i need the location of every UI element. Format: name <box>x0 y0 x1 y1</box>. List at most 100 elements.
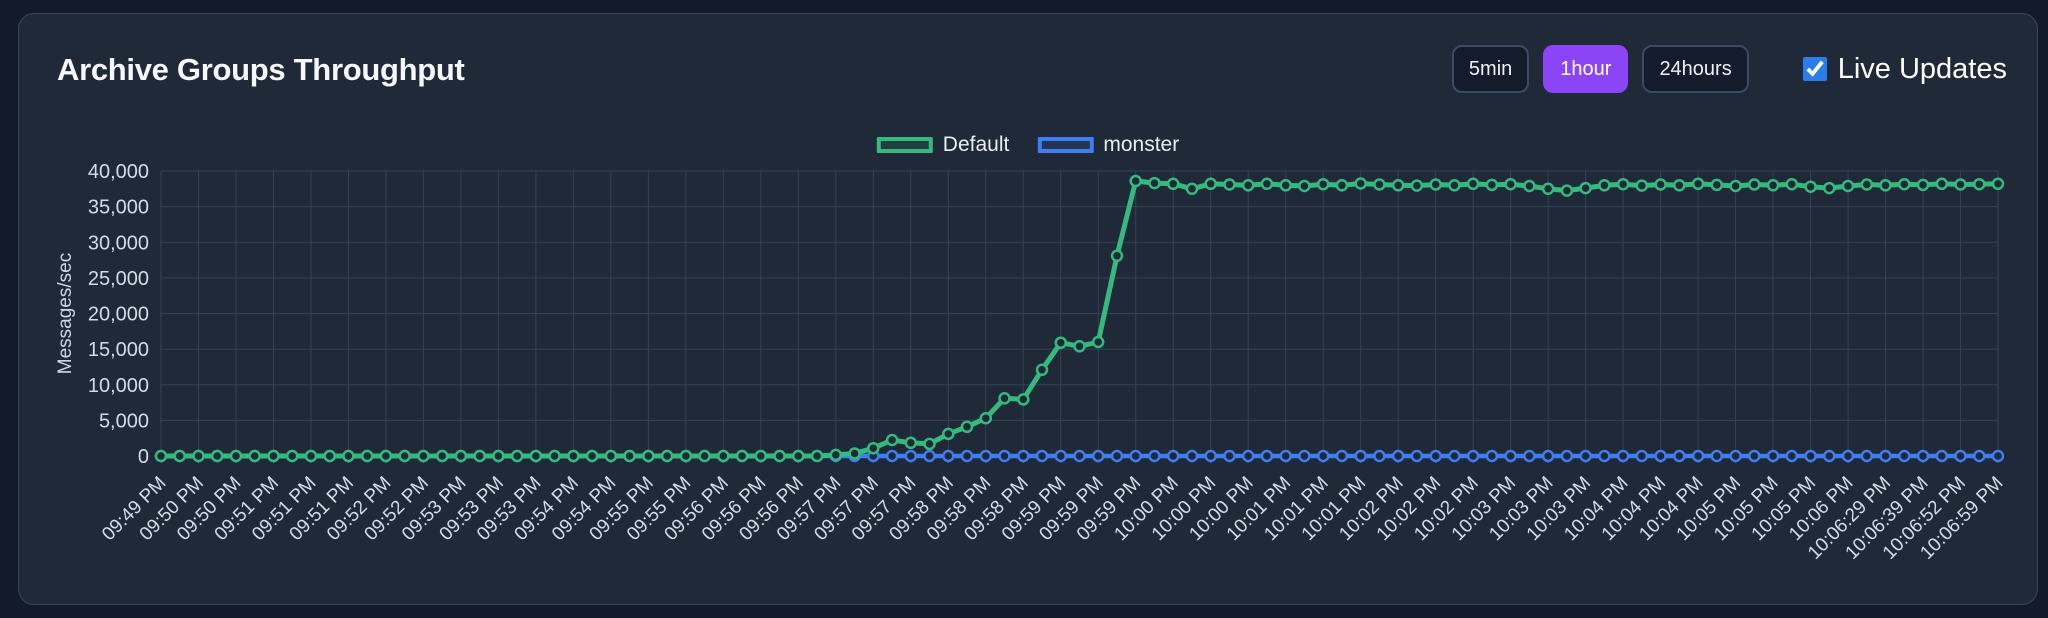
range-button-5min[interactable]: 5min <box>1451 45 1530 93</box>
data-point-default[interactable] <box>1298 179 1311 193</box>
data-point-default[interactable] <box>1129 174 1142 188</box>
data-point-default[interactable] <box>1579 181 1592 195</box>
data-point-default[interactable] <box>923 437 936 451</box>
data-point-default[interactable] <box>1017 393 1030 406</box>
data-point-default[interactable] <box>1316 177 1330 191</box>
data-point-monster[interactable] <box>1335 449 1349 463</box>
data-point-monster[interactable] <box>960 449 974 463</box>
data-point-monster[interactable] <box>1916 449 1930 463</box>
data-point-default[interactable] <box>885 433 899 447</box>
data-point-monster[interactable] <box>1185 449 1199 463</box>
data-point-default[interactable] <box>1598 179 1611 192</box>
data-point-monster[interactable] <box>1223 449 1236 463</box>
data-point-monster[interactable] <box>942 449 955 463</box>
data-point-monster[interactable] <box>1729 449 1742 463</box>
data-point-monster[interactable] <box>1316 449 1330 463</box>
data-point-monster[interactable] <box>998 449 1011 463</box>
data-point-default[interactable] <box>1391 179 1405 192</box>
data-point-monster[interactable] <box>1598 449 1611 463</box>
data-point-default[interactable] <box>417 449 430 463</box>
data-point-default[interactable] <box>1148 176 1161 190</box>
data-point-monster[interactable] <box>1204 449 1217 463</box>
data-point-default[interactable] <box>679 449 693 463</box>
data-point-default[interactable] <box>229 449 243 463</box>
data-point-default[interactable] <box>492 449 505 463</box>
data-point-default[interactable] <box>1185 182 1199 196</box>
data-point-default[interactable] <box>154 449 168 463</box>
data-point-default[interactable] <box>717 449 730 463</box>
data-point-default[interactable] <box>698 449 711 463</box>
data-point-default[interactable] <box>567 449 580 463</box>
data-point-default[interactable] <box>510 449 524 463</box>
data-point-default[interactable] <box>435 449 449 463</box>
data-point-monster[interactable] <box>1748 449 1761 463</box>
data-point-default[interactable] <box>848 447 861 460</box>
live-updates-label[interactable]: Live Updates <box>1837 52 2007 85</box>
data-point-default[interactable] <box>604 449 618 463</box>
legend-item-monster[interactable]: monster <box>1037 133 1179 157</box>
data-point-default[interactable] <box>1335 179 1349 192</box>
data-point-default[interactable] <box>792 449 805 463</box>
data-point-monster[interactable] <box>1935 449 1949 463</box>
data-point-monster[interactable] <box>1260 449 1274 463</box>
data-point-default[interactable] <box>998 392 1011 405</box>
data-point-default[interactable] <box>1410 179 1424 192</box>
data-point-default[interactable] <box>1748 178 1761 191</box>
data-point-monster[interactable] <box>1110 449 1124 463</box>
data-point-monster[interactable] <box>1710 449 1724 463</box>
data-point-default[interactable] <box>1654 178 1667 191</box>
data-point-monster[interactable] <box>1391 449 1405 463</box>
data-point-default[interactable] <box>1054 336 1068 349</box>
data-point-monster[interactable] <box>1429 449 1442 463</box>
data-point-monster[interactable] <box>1035 449 1049 463</box>
data-point-monster[interactable] <box>1823 449 1836 463</box>
data-point-monster[interactable] <box>1504 449 1517 463</box>
data-point-monster[interactable] <box>1560 449 1574 463</box>
data-point-monster[interactable] <box>1129 449 1142 463</box>
data-point-monster[interactable] <box>1279 449 1292 463</box>
data-point-monster[interactable] <box>1579 449 1592 463</box>
data-point-default[interactable] <box>1110 249 1124 263</box>
data-point-default[interactable] <box>1935 177 1949 191</box>
data-point-monster[interactable] <box>1954 449 1967 463</box>
data-point-monster[interactable] <box>1616 449 1630 463</box>
data-point-monster[interactable] <box>1673 449 1686 463</box>
data-point-default[interactable] <box>904 436 918 450</box>
data-point-monster[interactable] <box>1841 449 1855 463</box>
data-point-default[interactable] <box>1991 177 2005 191</box>
data-point-monster[interactable] <box>1373 449 1386 463</box>
data-point-default[interactable] <box>1260 177 1274 191</box>
data-point-monster[interactable] <box>1523 449 1536 463</box>
data-point-monster[interactable] <box>1804 449 1817 463</box>
data-point-default[interactable] <box>1373 178 1386 191</box>
data-point-default[interactable] <box>360 449 374 463</box>
data-point-default[interactable] <box>323 449 336 463</box>
data-point-default[interactable] <box>1841 179 1855 193</box>
data-point-default[interactable] <box>1204 177 1217 191</box>
data-point-monster[interactable] <box>1485 449 1499 463</box>
data-point-default[interactable] <box>1916 178 1930 192</box>
data-point-monster[interactable] <box>1073 449 1086 463</box>
data-point-default[interactable] <box>267 449 280 463</box>
data-point-monster[interactable] <box>1991 449 2005 463</box>
data-point-default[interactable] <box>1710 178 1724 192</box>
data-point-monster[interactable] <box>979 449 993 463</box>
data-point-default[interactable] <box>1785 177 1799 191</box>
data-point-default[interactable] <box>1766 179 1780 192</box>
data-point-default[interactable] <box>173 449 186 463</box>
data-point-monster[interactable] <box>1635 449 1649 463</box>
data-point-default[interactable] <box>285 449 299 463</box>
data-point-default[interactable] <box>810 449 824 463</box>
data-point-default[interactable] <box>342 449 355 463</box>
data-point-default[interactable] <box>585 449 599 463</box>
data-point-default[interactable] <box>1898 177 1911 191</box>
data-point-default[interactable] <box>1691 177 1705 191</box>
data-point-default[interactable] <box>1429 178 1442 191</box>
data-point-default[interactable] <box>1973 177 1986 191</box>
data-point-monster[interactable] <box>1448 449 1461 463</box>
data-point-default[interactable] <box>398 449 411 463</box>
data-point-default[interactable] <box>1223 178 1236 191</box>
data-point-default[interactable] <box>1279 179 1292 192</box>
data-point-default[interactable] <box>1485 178 1499 192</box>
data-point-default[interactable] <box>735 449 749 463</box>
